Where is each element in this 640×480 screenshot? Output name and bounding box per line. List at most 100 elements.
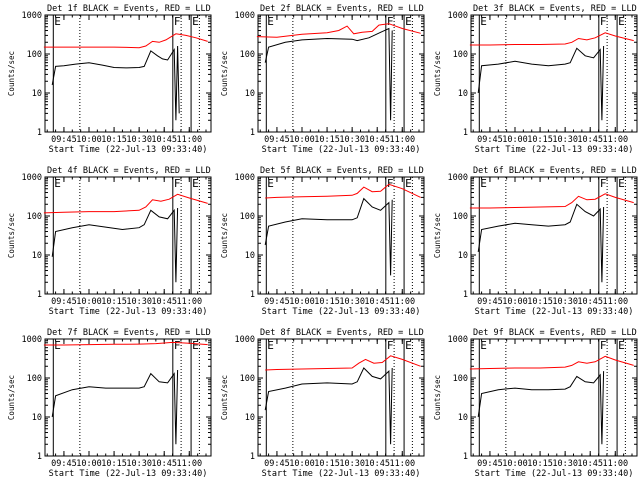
x-tick-label: 10:30 (126, 297, 152, 307)
marker-label: E (480, 177, 487, 190)
x-tick-label: 10:45 (364, 459, 390, 469)
marker-label: E (267, 339, 274, 352)
marker-label: E (192, 177, 199, 190)
x-tick-label: 10:15 (314, 297, 340, 307)
x-tick-label: 10:45 (151, 459, 177, 469)
x-tick-label: 10:30 (552, 459, 578, 469)
marker-label: F (174, 177, 181, 190)
x-tick-label: 09:45 (477, 297, 503, 307)
series-events-line (51, 369, 179, 445)
x-tick-label: 10:00 (289, 297, 315, 307)
x-tick-label: 10:00 (76, 297, 102, 307)
panel-title: Det 7f BLACK = Events, RED = LLD (47, 328, 211, 338)
x-tick-label: 10:15 (314, 459, 340, 469)
y-tick-label: 10 (458, 251, 468, 261)
marker-label: F (600, 15, 607, 28)
x-tick-label: 10:45 (364, 135, 390, 145)
x-tick-label: 10:00 (76, 459, 102, 469)
marker-label: F (600, 177, 607, 190)
x-axis-label: Start Time (22-Jul-13 09:33:40) (475, 469, 634, 479)
y-tick-label: 100 (453, 50, 468, 60)
y-tick-label: 10 (245, 251, 255, 261)
y-tick-label: 1000 (235, 173, 255, 183)
series-events-line (264, 367, 393, 445)
marker-label: E (267, 177, 274, 190)
x-tick-label: 10:45 (151, 297, 177, 307)
panel-title: Det 1f BLACK = Events, RED = LLD (47, 4, 211, 14)
marker-label: E (405, 15, 412, 28)
series-events-line (264, 27, 393, 121)
y-tick-label: 100 (240, 50, 255, 60)
plot-frame (257, 338, 425, 457)
marker-label: F (387, 177, 394, 190)
x-axis-label: Start Time (22-Jul-13 09:33:40) (475, 145, 634, 155)
y-axis-label: Counts/sec (220, 51, 229, 96)
y-axis-label: Counts/sec (220, 375, 229, 420)
plot-frame (470, 338, 638, 457)
marker-label: E (480, 15, 487, 28)
series-events-line (477, 371, 605, 445)
y-axis-label: Counts/sec (7, 51, 16, 96)
marker-label: F (387, 339, 394, 352)
y-tick-label: 1 (250, 290, 255, 300)
series-lld-line (256, 23, 421, 38)
marker-label: E (405, 177, 412, 190)
marker-label: F (174, 15, 181, 28)
x-tick-label: 10:30 (339, 135, 365, 145)
panel-6: Det 6f BLACK = Events, RED = LLD 1 10 100 10… (433, 166, 638, 317)
y-tick-label: 1000 (22, 11, 42, 21)
y-tick-label: 100 (27, 374, 42, 384)
x-axis-label: Start Time (22-Jul-13 09:33:40) (475, 307, 634, 317)
y-tick-label: 1 (37, 452, 42, 462)
plot-frame (257, 176, 425, 295)
y-tick-label: 1000 (235, 11, 255, 21)
panel-title: Det 3f BLACK = Events, RED = LLD (473, 4, 637, 14)
x-tick-label: 10:45 (577, 459, 603, 469)
y-tick-label: 10 (458, 413, 468, 423)
x-tick-label: 09:45 (264, 297, 290, 307)
y-tick-label: 10 (32, 89, 42, 99)
y-axis-label: Counts/sec (433, 375, 442, 420)
y-tick-label: 1000 (22, 173, 42, 183)
y-tick-label: 1000 (448, 335, 468, 345)
plot-frame (44, 176, 212, 295)
series-events-line (477, 45, 605, 121)
plot-frame (470, 176, 638, 295)
x-tick-label: 10:15 (314, 135, 340, 145)
x-tick-label: 09:45 (477, 135, 503, 145)
x-tick-label: 11:00 (176, 459, 202, 469)
y-tick-label: 10 (245, 89, 255, 99)
x-tick-label: 09:45 (477, 459, 503, 469)
panel-5: Det 5f BLACK = Events, RED = LLD 1 10 100 10… (220, 166, 425, 317)
y-tick-label: 1 (37, 128, 42, 138)
y-tick-label: 1 (463, 290, 468, 300)
x-tick-label: 10:45 (577, 297, 603, 307)
panel-1: Det 1f BLACK = Events, RED = LLD 1 10 100 10… (7, 4, 212, 155)
y-axis-label: Counts/sec (433, 51, 442, 96)
marker-label: E (618, 15, 625, 28)
x-tick-label: 10:30 (552, 297, 578, 307)
marker-label: F (600, 339, 607, 352)
y-tick-label: 1 (250, 452, 255, 462)
x-axis-label: Start Time (22-Jul-13 09:33:40) (49, 307, 208, 317)
x-tick-label: 10:30 (552, 135, 578, 145)
x-axis-label: Start Time (22-Jul-13 09:33:40) (262, 469, 421, 479)
marker-label: F (387, 15, 394, 28)
x-tick-label: 10:15 (101, 297, 127, 307)
marker-label: E (54, 15, 61, 28)
x-tick-label: 10:00 (289, 135, 315, 145)
x-tick-label: 10:15 (527, 135, 553, 145)
x-tick-label: 10:45 (364, 297, 390, 307)
x-axis-label: Start Time (22-Jul-13 09:33:40) (49, 145, 208, 155)
marker-label: E (618, 177, 625, 190)
plot-frame (470, 14, 638, 133)
x-tick-label: 11:00 (176, 297, 202, 307)
x-tick-label: 11:00 (389, 135, 415, 145)
x-tick-label: 10:15 (101, 135, 127, 145)
x-tick-label: 11:00 (176, 135, 202, 145)
series-lld-line (265, 183, 421, 199)
x-tick-label: 11:00 (389, 297, 415, 307)
panel-title: Det 2f BLACK = Events, RED = LLD (260, 4, 424, 14)
x-tick-label: 10:00 (289, 459, 315, 469)
